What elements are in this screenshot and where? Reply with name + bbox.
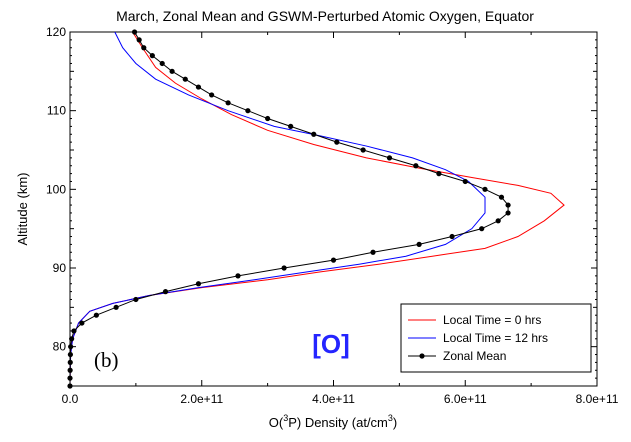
y-axis: 80 90 100 110 120 (46, 25, 597, 379)
x-tick-label: 4.0e+11 (312, 392, 355, 406)
y-tick-label: 120 (46, 25, 66, 39)
data-point (149, 53, 155, 59)
data-point (67, 351, 73, 358)
panel-label: (b) (94, 348, 119, 372)
y-tick-label: 80 (53, 340, 67, 354)
chart-title: March, Zonal Mean and GSWM-Perturbed Ato… (116, 8, 534, 24)
data-point (195, 84, 202, 90)
data-point (462, 178, 468, 185)
data-point (68, 344, 74, 350)
data-point (505, 210, 511, 216)
data-point (495, 218, 501, 224)
x-axis: 0.0 2.0e+11 4.0e+11 6.0e+11 8.0e+11 (62, 32, 619, 406)
data-point (169, 68, 175, 74)
x-tick-label: 6.0e+11 (444, 392, 487, 406)
legend-marker (419, 353, 425, 359)
data-point (67, 375, 73, 381)
data-point (360, 147, 366, 153)
data-point (195, 281, 202, 287)
legend-label: Zonal Mean (443, 349, 506, 363)
data-point (209, 92, 215, 98)
data-point (413, 163, 419, 169)
data-point (281, 265, 287, 271)
data-point (498, 194, 505, 200)
data-point (482, 186, 488, 192)
x-tick-label: 2.0e+11 (180, 392, 223, 406)
data-point (141, 45, 147, 51)
data-point (133, 296, 139, 303)
legend-label: Local Time = 12 hrs (443, 331, 548, 345)
data-point (113, 304, 119, 310)
y-axis-label: Altitude (km) (15, 173, 30, 246)
legend-label: Local Time = 0 hrs (443, 313, 541, 327)
data-point (159, 60, 165, 67)
series-layer (67, 29, 565, 389)
data-point (67, 367, 73, 373)
data-point (334, 139, 340, 145)
data-point (288, 123, 294, 129)
data-point (416, 241, 422, 247)
data-point (67, 359, 73, 365)
x-axis-label: O(3P) Density (at/cm3) (269, 413, 398, 430)
species-label: [O] (312, 329, 350, 359)
series-line-3 (69, 31, 509, 386)
data-point (449, 233, 455, 240)
data-point (330, 257, 337, 263)
data-point (311, 131, 317, 137)
data-point (93, 312, 99, 318)
data-point (182, 76, 188, 82)
data-point (245, 108, 251, 114)
y-tick-label: 90 (53, 261, 67, 275)
data-point (79, 320, 85, 326)
data-point (265, 115, 271, 122)
data-point (71, 328, 77, 334)
data-point (136, 37, 142, 43)
series-line-2 (69, 31, 486, 387)
legend: Local Time = 0 hrs Local Time = 12 hrs Zon… (400, 303, 592, 373)
y-tick-label: 100 (46, 182, 66, 196)
data-point (386, 155, 393, 161)
x-tick-label: 0.0 (62, 392, 79, 406)
data-point (225, 100, 231, 106)
y-tick-label: 110 (47, 104, 66, 118)
data-point (235, 273, 241, 279)
data-point (69, 336, 75, 342)
data-point (370, 249, 376, 255)
data-point (479, 226, 485, 232)
data-point (131, 29, 138, 35)
data-point (67, 383, 73, 389)
data-point (436, 171, 442, 177)
x-tick-label: 8.0e+11 (576, 392, 619, 406)
data-point (505, 202, 511, 208)
data-point (162, 289, 169, 295)
